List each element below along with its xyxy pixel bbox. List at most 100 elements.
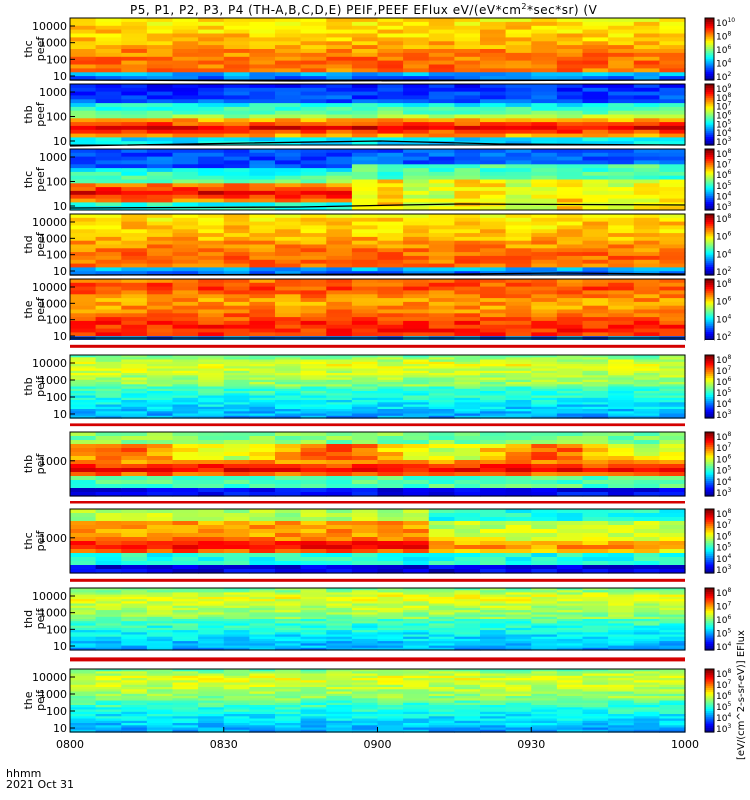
heatmap-cell	[351, 590, 379, 593]
heatmap-cell	[403, 675, 430, 679]
heatmap-cell	[172, 244, 199, 249]
heatmap-cell	[275, 393, 302, 397]
heatmap-cell	[633, 309, 660, 314]
heatmap-cell	[480, 45, 507, 50]
heatmap-cell	[146, 164, 174, 169]
heatmap-cell	[428, 252, 455, 257]
y-tick-label: 1000	[39, 232, 67, 245]
heatmap-cell	[223, 592, 250, 596]
heatmap-cell	[121, 95, 148, 100]
heatmap-cell	[300, 605, 327, 609]
heatmap-cell	[275, 638, 302, 642]
heatmap-cell	[198, 529, 225, 534]
colorbar	[705, 509, 714, 574]
heatmap-cell	[531, 133, 558, 138]
heatmap-cell	[454, 409, 481, 412]
heatmap-cell	[480, 601, 507, 605]
heatmap-cell	[70, 409, 97, 412]
heatmap-cell	[249, 621, 276, 624]
heatmap-cell	[121, 388, 148, 392]
heatmap-cell	[223, 711, 250, 715]
heatmap-cell	[428, 332, 455, 337]
heatmap-cell	[300, 171, 327, 177]
heatmap-cell	[223, 225, 250, 230]
heatmap-cell	[403, 33, 430, 38]
heatmap-cell	[505, 513, 532, 518]
heatmap-cell	[454, 509, 481, 514]
heatmap-cell	[300, 601, 327, 605]
heatmap-cell	[95, 601, 122, 605]
heatmap-cell	[454, 236, 481, 242]
heatmap-cell	[582, 91, 609, 96]
heatmap-cell	[531, 41, 558, 46]
heatmap-cell	[300, 569, 327, 574]
heatmap-cell	[351, 525, 379, 530]
heatmap-cell	[531, 720, 558, 724]
heatmap-cell	[198, 60, 225, 66]
heatmap-cell	[505, 698, 532, 702]
heatmap-cell	[480, 379, 507, 383]
heatmap-cell	[121, 298, 148, 303]
y-tick-label: 1000	[39, 532, 67, 545]
heatmap-cell	[582, 393, 609, 397]
heatmap-cell	[326, 448, 353, 453]
heatmap-cell	[326, 630, 353, 633]
heatmap-cell	[326, 233, 353, 238]
heatmap-cell	[608, 332, 635, 337]
heatmap-cell	[582, 64, 609, 69]
heatmap-cell	[146, 409, 174, 412]
heatmap-cell	[121, 569, 148, 574]
colorbar-segment	[705, 629, 714, 632]
heatmap-cell	[223, 279, 250, 284]
heatmap-cell	[505, 521, 532, 526]
heatmap-cell	[531, 370, 558, 374]
heatmap-cell	[275, 355, 302, 358]
heatmap-cell	[223, 194, 250, 200]
heatmap-cell	[300, 156, 327, 161]
heatmap-cell	[403, 217, 430, 223]
y-tick-label: 10	[53, 70, 67, 83]
heatmap-cell	[659, 305, 686, 311]
heatmap-cell	[70, 621, 97, 624]
heatmap-cell	[505, 592, 532, 596]
heatmap-cell	[70, 488, 97, 493]
heatmap-cell	[659, 509, 686, 514]
heatmap-cell	[608, 525, 635, 530]
heatmap-cell	[608, 395, 635, 399]
heatmap-cell	[377, 171, 404, 177]
heatmap-cell	[198, 596, 225, 600]
heatmap-cell	[556, 64, 584, 69]
heatmap-cell	[454, 84, 481, 89]
heatmap-cell	[275, 669, 302, 672]
heatmap-cell	[556, 607, 584, 611]
heatmap-cell	[428, 448, 455, 453]
heatmap-cell	[608, 103, 635, 108]
heatmap-cell	[95, 236, 122, 242]
heatmap-cell	[95, 621, 122, 624]
heatmap-cell	[480, 709, 507, 713]
heatmap-cell	[633, 484, 660, 489]
heatmap-cell	[146, 267, 174, 272]
heatmap-cell	[454, 56, 481, 62]
heatmap-cell	[556, 41, 584, 46]
heatmap-cell	[121, 45, 148, 50]
heatmap-cell	[300, 627, 327, 631]
heatmap-cell	[172, 669, 199, 672]
heatmap-cell	[70, 41, 97, 46]
heatmap-cell	[146, 400, 174, 403]
heatmap-cell	[172, 616, 199, 620]
heatmap-cell	[300, 698, 327, 702]
heatmap-cell	[172, 160, 199, 165]
heatmap-cell	[403, 152, 430, 158]
heatmap-cell	[95, 720, 122, 724]
heatmap-cell	[146, 279, 174, 284]
heatmap-cell	[95, 545, 122, 550]
heatmap-cell	[70, 214, 97, 219]
heatmap-cell	[608, 49, 635, 54]
heatmap-cell	[428, 687, 455, 690]
heatmap-cell	[198, 294, 225, 299]
heatmap-cell	[659, 377, 686, 381]
heatmap-cell	[326, 324, 353, 330]
heatmap-cell	[351, 118, 379, 123]
heatmap-cell	[351, 68, 379, 73]
